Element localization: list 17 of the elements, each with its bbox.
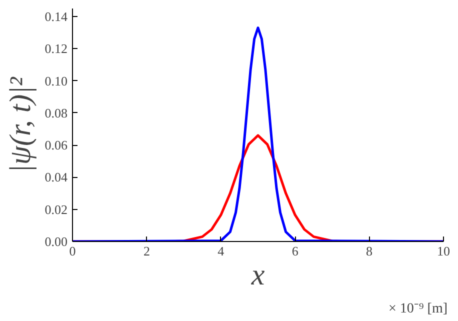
x-tick-label: 0 — [69, 244, 76, 258]
x-tick-label: 10 — [437, 244, 450, 258]
y-tick-label: 0.02 — [44, 202, 68, 217]
y-tick-label: 0.14 — [44, 9, 68, 24]
x-tick-label: 8 — [366, 244, 373, 258]
y-tick-label: 0.06 — [44, 138, 68, 153]
x-tick-label: 4 — [218, 244, 225, 258]
y-tick-label: 0.10 — [44, 73, 68, 88]
text: × 10⁻⁹ [m] — [388, 302, 448, 316]
x-tick-label: 2 — [143, 244, 150, 258]
y-tick-label: 0.08 — [44, 105, 68, 120]
y-tick-label: 0.00 — [44, 234, 68, 249]
x-tick-label: 6 — [292, 244, 299, 258]
y-tick-label: 0.04 — [44, 170, 68, 185]
y-axis-title: |ψ(r, t)|² — [4, 76, 37, 173]
y-tick-label: 0.12 — [44, 41, 68, 56]
x-axis-title: x — [250, 258, 266, 292]
